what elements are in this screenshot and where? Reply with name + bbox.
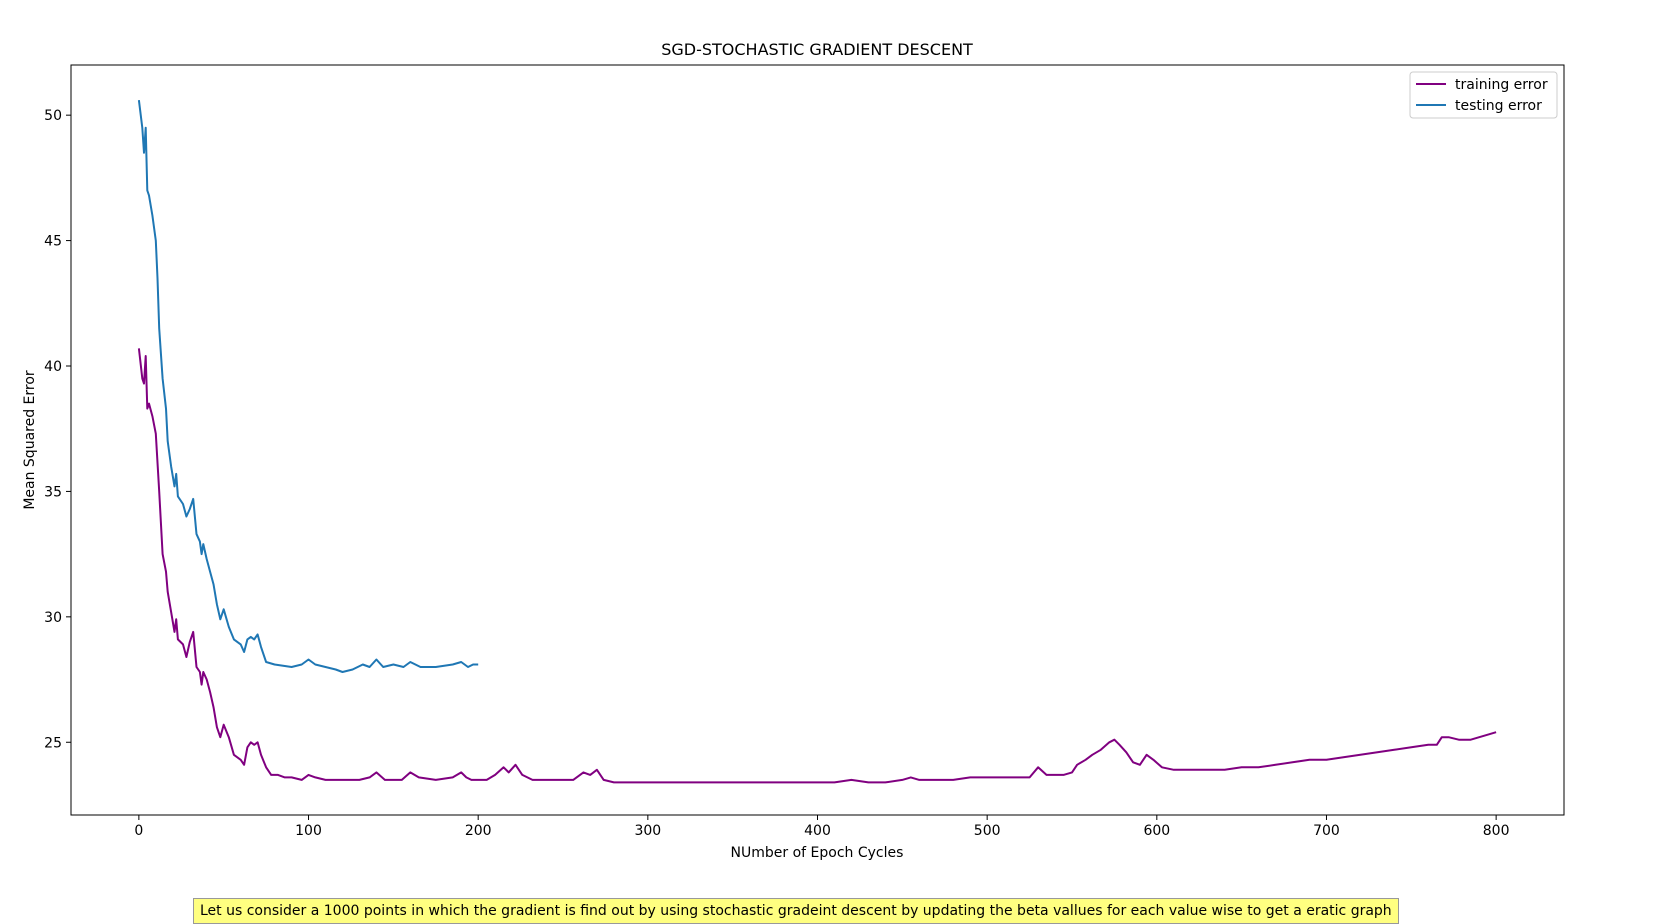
chart-title: SGD-STOCHASTIC GRADIENT DESCENT: [661, 40, 973, 59]
x-tick-label: 300: [634, 823, 661, 839]
y-tick-label: 35: [44, 484, 62, 500]
x-tick-label: 0: [134, 823, 143, 839]
x-axis-label: NUmber of Epoch Cycles: [731, 845, 904, 861]
legend-frame: [1409, 71, 1558, 119]
y-tick-label: 25: [44, 735, 62, 751]
x-tick-label: 800: [1483, 823, 1510, 839]
footer-note: Let us consider a 1000 points in which t…: [193, 898, 1399, 924]
series-group: [137, 99, 1497, 784]
testing-error-line: [137, 99, 479, 673]
x-tick-label: 100: [295, 823, 322, 839]
training-error-line: [137, 348, 1497, 784]
x-tick-label: 400: [804, 823, 831, 839]
y-tick-label: 40: [44, 359, 62, 375]
y-tick-label: 50: [44, 108, 62, 124]
x-tick-label: 500: [974, 823, 1001, 839]
x-tick-label: 700: [1313, 823, 1340, 839]
plot-area: [70, 64, 1565, 816]
y-tick-label: 45: [44, 234, 62, 250]
y-tick-label: 30: [44, 610, 62, 626]
legend-label-training: training error: [1455, 77, 1548, 93]
y-axis: 25 30 35 40 45 50: [44, 108, 71, 751]
x-tick-label: 600: [1143, 823, 1170, 839]
legend-label-testing: testing error: [1455, 98, 1542, 114]
y-axis-label: Mean Squared Error: [22, 370, 38, 510]
x-axis: 0 100 200 300 400 500 600 700 800: [134, 815, 1510, 839]
x-tick-label: 200: [465, 823, 492, 839]
legend: training error testing error: [1409, 71, 1558, 119]
